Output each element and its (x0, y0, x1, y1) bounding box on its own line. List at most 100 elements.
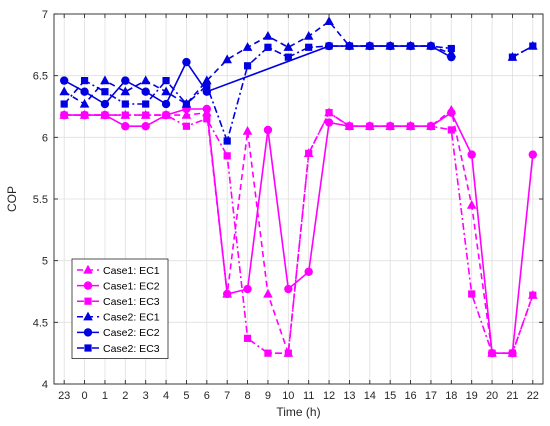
data-point (59, 86, 69, 96)
x-tick-label: 3 (143, 390, 149, 402)
data-point (345, 42, 354, 50)
data-point (324, 118, 334, 127)
data-point (467, 150, 476, 159)
data-point (303, 31, 314, 40)
x-tick-label: 18 (445, 390, 457, 402)
data-point (529, 42, 537, 50)
x-axis-label: Time (h) (276, 405, 320, 419)
data-point (305, 149, 313, 157)
x-tick-label: 0 (82, 390, 88, 402)
x-tick-label: 19 (466, 390, 478, 402)
data-point (161, 86, 171, 96)
data-point (466, 199, 477, 209)
data-point (142, 111, 150, 119)
x-tick-label: 2 (122, 390, 128, 402)
data-point (79, 98, 90, 108)
x-tick-label: 9 (265, 390, 271, 402)
series-line (63, 20, 452, 106)
legend-label: Case1: EC1 (103, 265, 160, 277)
data-point (182, 100, 191, 108)
data-point (203, 81, 211, 90)
y-tick-label: 5.5 (33, 194, 48, 206)
data-point (243, 62, 252, 70)
data-point (345, 122, 354, 130)
data-point (304, 267, 313, 276)
data-point (182, 57, 191, 67)
legend-item: Case2: EC3 (77, 343, 160, 355)
data-point (121, 111, 129, 119)
data-point (121, 100, 129, 108)
data-point (284, 349, 292, 357)
data-point (406, 42, 415, 50)
data-point (325, 109, 333, 117)
data-point (325, 42, 333, 50)
data-point (223, 152, 231, 160)
data-point (60, 100, 68, 108)
data-point (283, 42, 294, 51)
data-point (242, 125, 253, 135)
data-point (100, 99, 110, 109)
data-point (468, 290, 476, 298)
data-point (447, 108, 456, 117)
x-tick-label: 8 (245, 390, 251, 402)
data-point (100, 75, 110, 85)
data-point (406, 122, 415, 130)
data-point (222, 54, 232, 64)
data-point (447, 52, 456, 62)
legend-marker (83, 328, 93, 337)
data-point (223, 137, 231, 145)
data-point (528, 150, 538, 159)
data-point (263, 125, 273, 135)
legend-item: Case2: EC1 (77, 311, 160, 324)
data-point (140, 75, 151, 85)
legend-item: Case1: EC3 (77, 296, 160, 308)
data-point (121, 122, 130, 131)
x-axis: 23 0 1 2 3 4 5 6 7 8 9 10 11 12 13 14 15 16 17 18 19 20 21 22 (58, 14, 539, 402)
data-point (447, 44, 455, 53)
legend-label: Case2: EC1 (103, 312, 160, 324)
data-point (203, 115, 211, 123)
x-tick-label: 11 (303, 390, 314, 402)
legend-label: Case2: EC3 (103, 343, 160, 355)
legend-marker (83, 264, 93, 274)
x-tick-label: 4 (163, 390, 169, 402)
legend-label: Case1: EC3 (103, 296, 160, 308)
data-point (162, 111, 170, 119)
data-point (60, 111, 68, 119)
x-tick-label: 22 (527, 390, 539, 402)
data-point (324, 16, 334, 25)
legend: Case1: EC1 Case1: EC2 Case1: EC3 Case2: EC1… (71, 258, 169, 359)
data-point (305, 43, 313, 51)
y-axis: 4 4.5 5 5.5 6 6.5 7 (33, 9, 543, 391)
data-point (284, 53, 292, 61)
y-tick-label: 6 (42, 132, 48, 144)
data-point (202, 104, 212, 114)
data-point (182, 122, 191, 130)
data-point (508, 349, 517, 357)
data-point (427, 122, 435, 130)
legend-marker (83, 281, 93, 290)
data-point (243, 284, 252, 294)
data-point (120, 86, 131, 96)
data-point (141, 87, 150, 96)
data-point (80, 87, 89, 96)
legend-marker (84, 297, 92, 305)
data-point (202, 87, 212, 96)
data-point (447, 126, 455, 134)
data-point (284, 284, 293, 294)
data-point (142, 100, 150, 108)
x-tick-label: 12 (323, 390, 335, 402)
x-tick-label: 1 (102, 390, 108, 402)
legend-item: Case2: EC2 (77, 327, 160, 339)
legend-marker (83, 311, 93, 321)
data-point (59, 76, 69, 85)
y-axis-label: COP (5, 186, 19, 212)
series-line (64, 108, 534, 355)
data-point (101, 88, 109, 96)
data-point (508, 53, 517, 61)
data-point (121, 76, 130, 85)
data-point (101, 111, 109, 119)
x-tick-label: 15 (384, 390, 396, 402)
data-point (264, 349, 272, 357)
